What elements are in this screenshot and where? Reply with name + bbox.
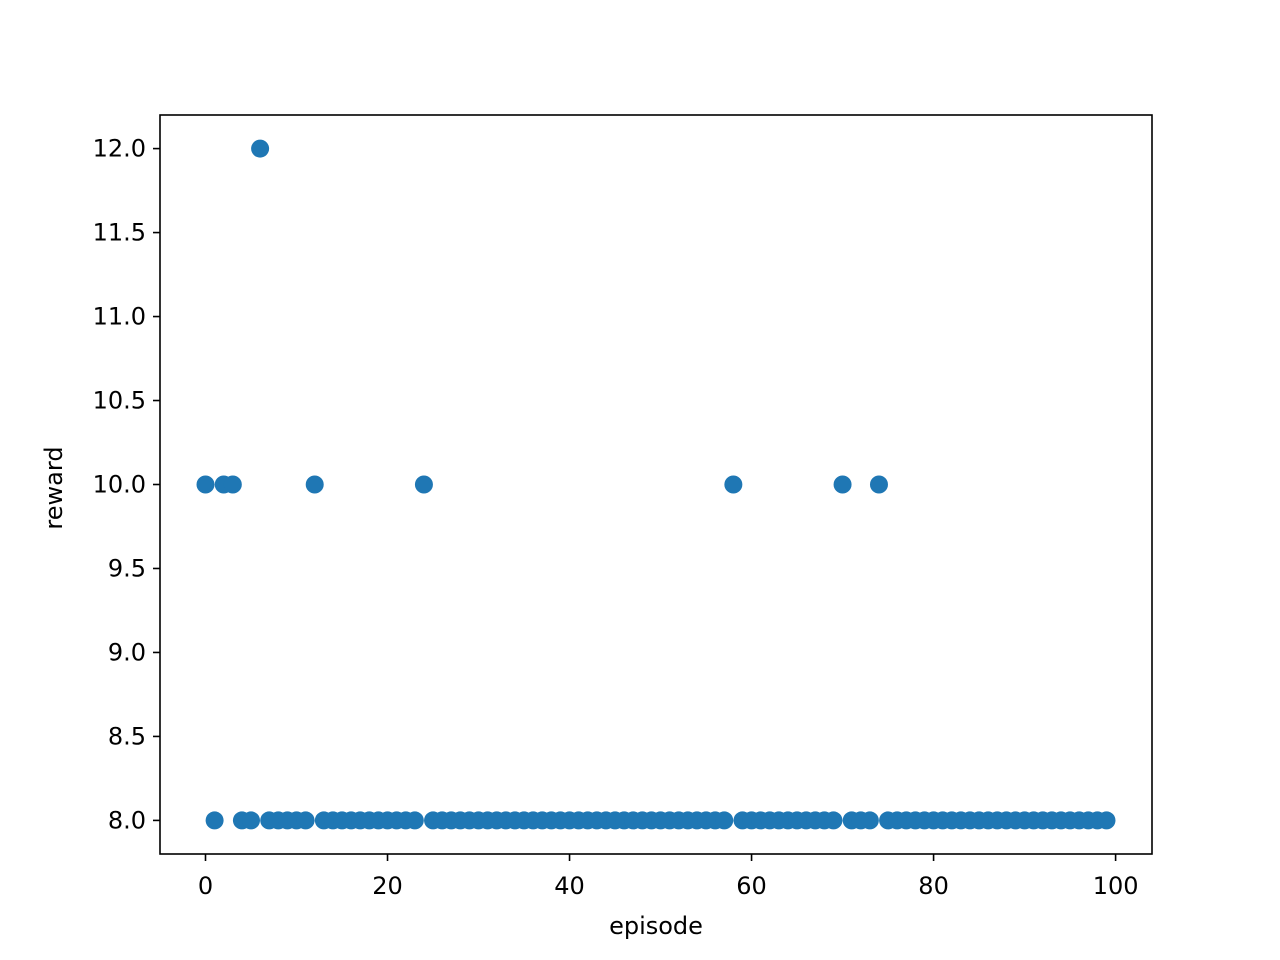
data-point — [715, 811, 734, 830]
x-axis-label: episode — [609, 912, 703, 940]
y-tick-label: 10.0 — [93, 471, 146, 499]
axis-ticks: 0 20 40 60 80 100 8.0 8.5 9.0 9.5 10.0 10.5 11.0 11.5… — [93, 135, 1139, 900]
data-point — [824, 811, 843, 830]
x-tick-label: 0 — [198, 872, 213, 900]
data-point — [860, 811, 879, 830]
y-tick-label: 10.5 — [93, 387, 146, 415]
data-point — [869, 475, 888, 494]
y-tick-label: 8.0 — [108, 806, 146, 834]
data-point — [205, 811, 224, 830]
data-point — [242, 811, 261, 830]
data-point — [414, 475, 433, 494]
data-points — [196, 139, 1116, 830]
y-tick-label: 9.5 — [108, 554, 146, 582]
x-tick-label: 40 — [554, 872, 585, 900]
data-point — [305, 475, 324, 494]
plot-area-frame — [159, 114, 1153, 855]
data-point — [1097, 811, 1116, 830]
y-tick-label: 9.0 — [108, 638, 146, 666]
x-tick-label: 100 — [1093, 872, 1139, 900]
data-point — [223, 475, 242, 494]
y-axis-label: reward — [40, 446, 68, 529]
x-tick-label: 60 — [736, 872, 767, 900]
y-tick-label: 8.5 — [108, 722, 146, 750]
data-point — [196, 475, 215, 494]
y-tick-label: 12.0 — [93, 135, 146, 163]
y-tick-label: 11.0 — [93, 303, 146, 331]
x-tick-label: 20 — [372, 872, 403, 900]
data-point — [833, 475, 852, 494]
x-tick-label: 80 — [918, 872, 949, 900]
data-point — [724, 475, 743, 494]
data-point — [296, 811, 315, 830]
y-tick-label: 11.5 — [93, 219, 146, 247]
data-point — [405, 811, 424, 830]
data-point — [251, 139, 270, 158]
